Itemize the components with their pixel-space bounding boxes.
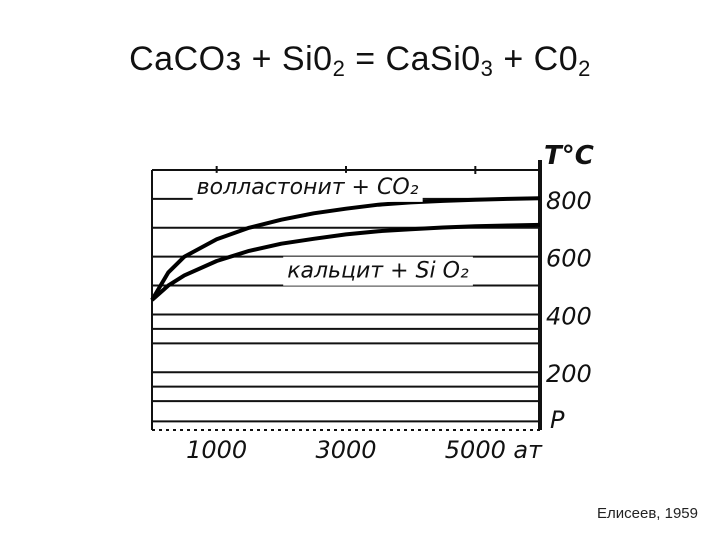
y-axis-label: T°C xyxy=(544,141,594,171)
label-layer: волластонит + CO₂ кальцит + Si O₂ 200 400 60… xyxy=(186,141,594,464)
x-tick-label-2: 5000 xyxy=(445,436,506,464)
slide-title: CaCOз + Si02 = CaSi03 + C02 xyxy=(129,40,591,81)
x-axis-label: P xyxy=(550,406,565,434)
y-tick-label-3: 800 xyxy=(546,187,592,215)
region-label-bg-1 xyxy=(283,256,473,286)
y-tick-label-2: 600 xyxy=(546,245,592,273)
region-label-1: кальцит + Si O₂ xyxy=(287,259,469,284)
region-label-0: волластонит + CO₂ xyxy=(197,175,419,200)
series-layer xyxy=(150,196,541,302)
series-curve-1 xyxy=(150,222,541,302)
x-unit-label: ат xyxy=(513,436,543,464)
series-curve-0 xyxy=(150,196,541,302)
region-label-bg-0 xyxy=(192,172,423,202)
citation: Елисеев, 1959 xyxy=(597,505,698,522)
y-tick-label-1: 400 xyxy=(546,302,592,330)
y-tick-label-0: 200 xyxy=(546,360,592,388)
x-tick-label-1: 3000 xyxy=(315,436,376,464)
x-tick-label-0: 1000 xyxy=(186,436,247,464)
